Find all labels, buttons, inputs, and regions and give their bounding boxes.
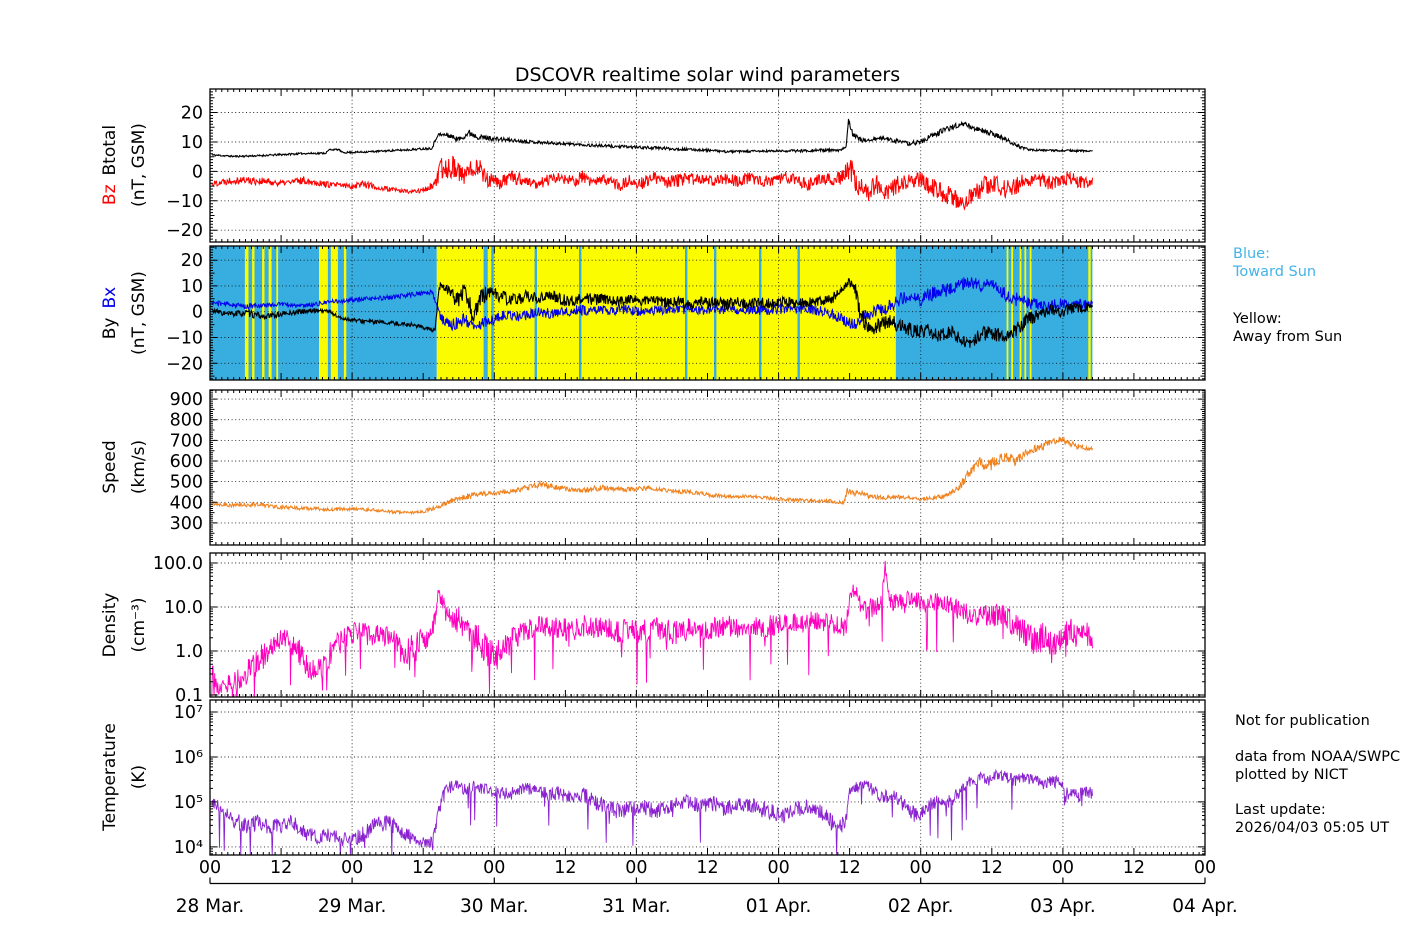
svg-text:28 Mar.: 28 Mar.: [176, 896, 245, 917]
note-last-update: Last update: 2026/04/03 05:05 UT: [1235, 801, 1389, 837]
ylabel-bx: Bx: [100, 286, 120, 309]
svg-text:00: 00: [199, 858, 221, 878]
page-title: DSCOVR realtime solar wind parameters: [514, 64, 901, 86]
note-data-source: data from NOAA/SWPC plotted by NICT: [1235, 748, 1400, 784]
note-last-update-label: Last update:: [1235, 802, 1326, 818]
ylabel-by: By: [100, 317, 120, 340]
svg-text:100.0: 100.0: [153, 554, 203, 574]
svg-text:12: 12: [412, 858, 434, 878]
legend-away-from-sun: Yellow: Away from Sun: [1233, 311, 1342, 346]
svg-text:12: 12: [696, 858, 718, 878]
legend-yellow-title: Yellow:: [1233, 311, 1282, 327]
svg-text:−20: −20: [166, 354, 203, 374]
svg-text:30 Mar.: 30 Mar.: [460, 896, 529, 917]
svg-text:00: 00: [1052, 858, 1074, 878]
bz-series: [211, 155, 1093, 211]
svg-text:00: 00: [767, 858, 789, 878]
svg-text:12: 12: [981, 858, 1003, 878]
note-data-from: data from NOAA/SWPC: [1235, 749, 1401, 765]
svg-text:400: 400: [170, 493, 203, 513]
svg-text:10: 10: [181, 277, 203, 297]
svg-text:−10: −10: [166, 192, 203, 212]
sector-bands: [210, 246, 1093, 380]
ylabel-temperature-units: (K): [129, 764, 149, 790]
svg-text:10⁵: 10⁵: [174, 793, 203, 813]
svg-text:10.0: 10.0: [164, 598, 203, 618]
svg-text:700: 700: [170, 431, 203, 451]
svg-text:300: 300: [170, 514, 203, 534]
svg-text:0: 0: [192, 162, 203, 182]
svg-text:20: 20: [181, 251, 203, 271]
by-series: [211, 278, 1094, 348]
note-last-update-time: 2026/04/03 05:05 UT: [1235, 820, 1390, 836]
svg-text:10⁶: 10⁶: [174, 748, 203, 768]
btotal-series: [211, 118, 1093, 159]
svg-text:31 Mar.: 31 Mar.: [602, 896, 671, 917]
svg-text:10⁴: 10⁴: [174, 838, 203, 858]
legend-blue-text: Toward Sun: [1233, 263, 1317, 280]
svg-text:12: 12: [270, 858, 292, 878]
speed-series: [211, 436, 1093, 516]
svg-text:12: 12: [1123, 858, 1145, 878]
note-plotted-by: plotted by NICT: [1235, 767, 1348, 783]
svg-text:12: 12: [554, 858, 576, 878]
svg-text:00: 00: [341, 858, 363, 878]
svg-text:800: 800: [170, 411, 203, 431]
temperature-series: [211, 768, 1093, 855]
svg-text:04 Apr.: 04 Apr.: [1172, 896, 1238, 917]
svg-text:10⁷: 10⁷: [174, 703, 203, 723]
svg-text:12: 12: [838, 858, 860, 878]
svg-text:00: 00: [910, 858, 932, 878]
svg-text:600: 600: [170, 452, 203, 472]
svg-text:0.1: 0.1: [175, 686, 203, 706]
svg-text:02 Apr.: 02 Apr.: [888, 896, 954, 917]
legend-toward-sun: Blue: Toward Sun: [1233, 246, 1316, 281]
note-not-for-publication: Not for publication: [1235, 713, 1370, 729]
svg-text:00: 00: [1194, 858, 1216, 878]
svg-text:00: 00: [625, 858, 647, 878]
bx-series: [211, 277, 1093, 332]
svg-text:900: 900: [170, 390, 203, 410]
svg-text:0: 0: [192, 303, 203, 323]
ylabel-btotal: Btotal: [100, 124, 120, 176]
legend-blue-title: Blue:: [1233, 246, 1270, 262]
ylabel-temperature: Temperature: [100, 723, 120, 831]
svg-text:10: 10: [181, 133, 203, 153]
svg-text:29 Mar.: 29 Mar.: [318, 896, 387, 917]
density-series: [211, 560, 1093, 697]
svg-text:500: 500: [170, 473, 203, 493]
svg-text:1.0: 1.0: [175, 642, 203, 662]
svg-text:00: 00: [483, 858, 505, 878]
svg-text:−20: −20: [166, 221, 203, 241]
svg-text:20: 20: [181, 104, 203, 124]
svg-text:−10: −10: [166, 329, 203, 349]
legend-yellow-text: Away from Sun: [1233, 328, 1343, 345]
svg-text:03 Apr.: 03 Apr.: [1030, 896, 1096, 917]
svg-text:01 Apr.: 01 Apr.: [746, 896, 812, 917]
